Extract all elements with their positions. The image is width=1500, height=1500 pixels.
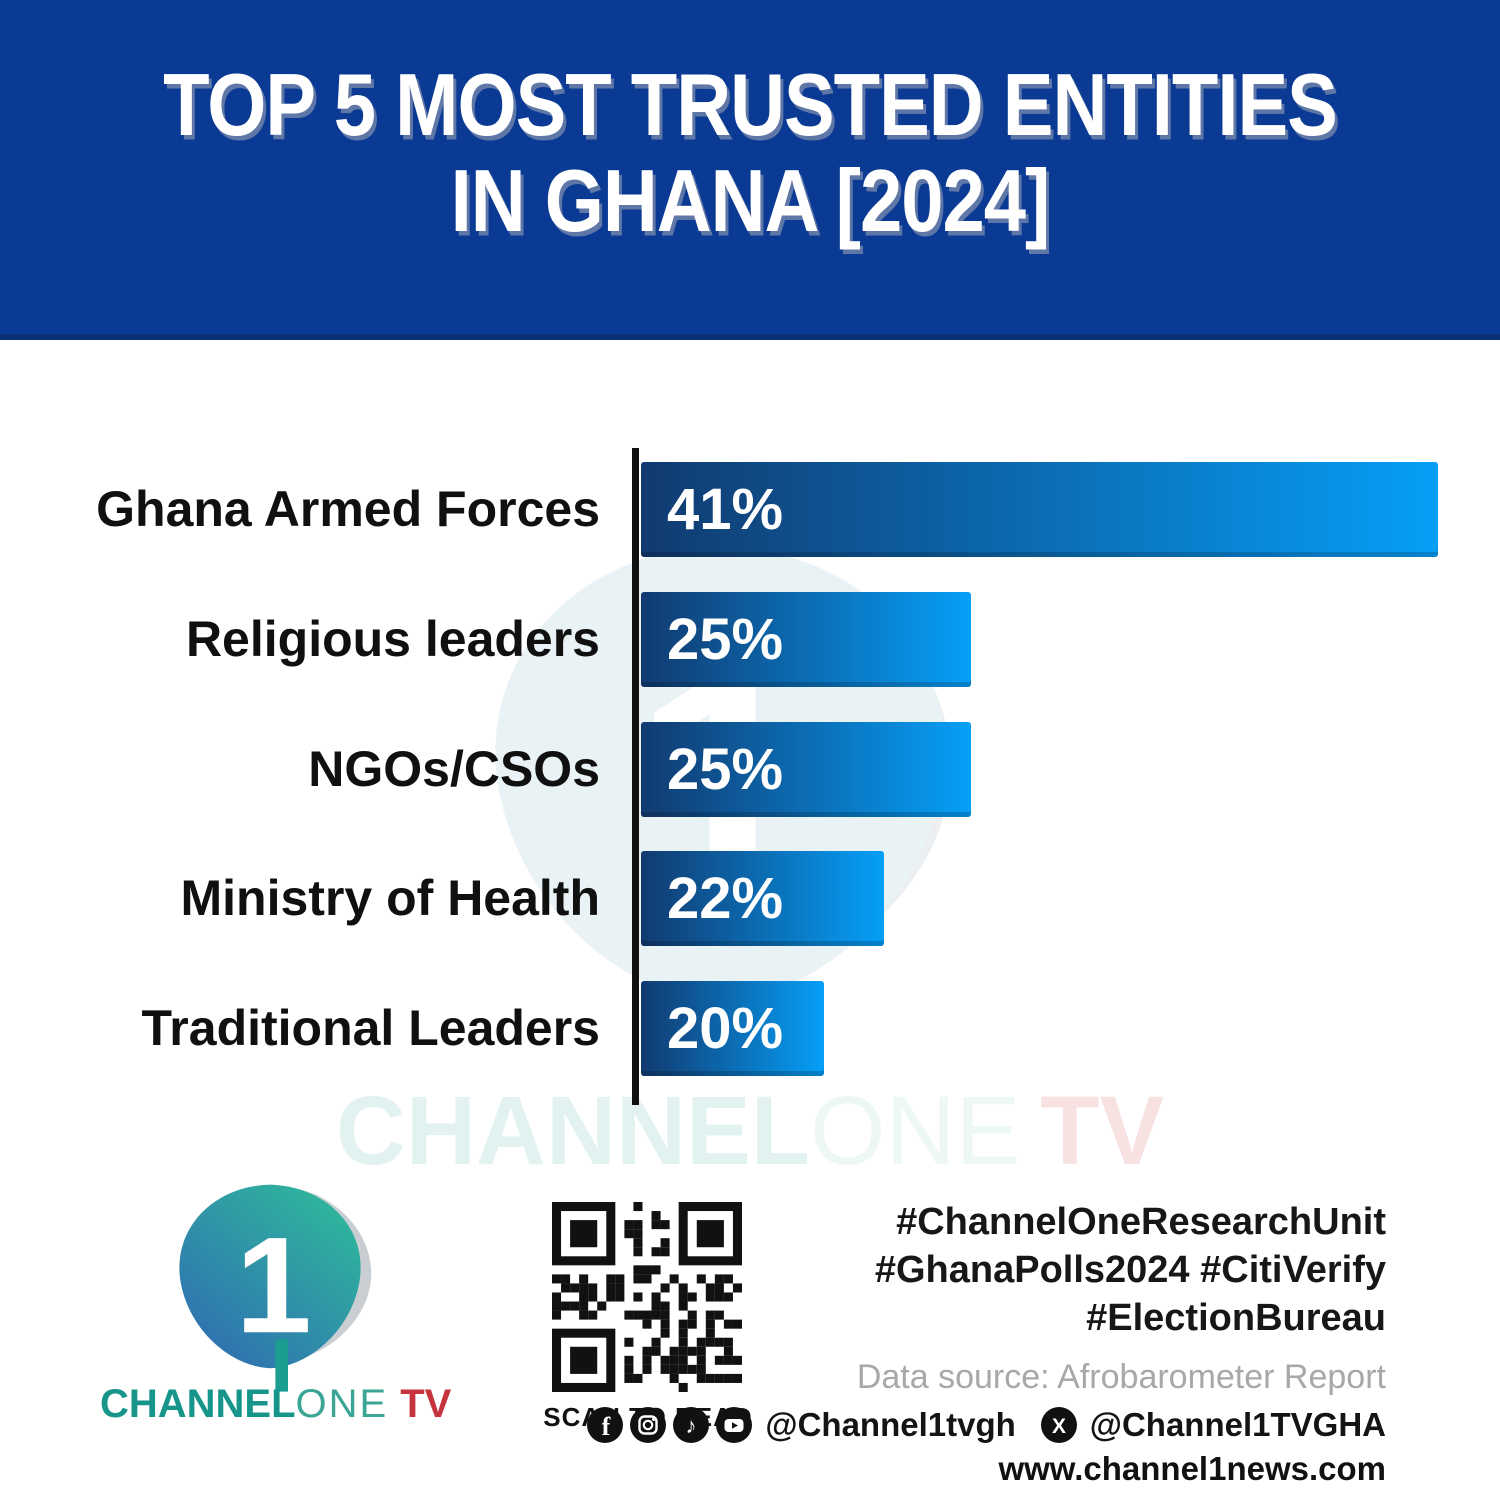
svg-text:♪: ♪ (686, 1413, 697, 1438)
social-handle-2: @Channel1TVGHA (1089, 1406, 1386, 1443)
wordmark-tv: TV (400, 1382, 452, 1426)
logo-numeral-stem (275, 1339, 288, 1392)
chart-row-ghana-armed-forces: Ghana Armed Forces 41% (0, 462, 1500, 557)
website-url: www.channel1news.com (998, 1450, 1386, 1487)
chart-row-ministry-of-health: Ministry of Health 22% (0, 851, 1500, 946)
bar-religious-leaders: 25% (641, 592, 971, 687)
hashtag-line-3: #ElectionBureau (1086, 1297, 1386, 1339)
header-banner: TOP 5 MOST TRUSTED ENTITIES IN GHANA [20… (0, 0, 1500, 340)
title-line-2: IN GHANA [2024] (450, 152, 1051, 251)
svg-text:X: X (1052, 1415, 1066, 1438)
channel-one-text-watermark: CHANNELONE TV (250, 1082, 1250, 1179)
watermark-channel: CHANNEL (335, 1076, 811, 1185)
category-label: Traditional Leaders (141, 1000, 600, 1056)
tiktok-icon: ♪ (673, 1407, 710, 1443)
footer-right-block: #ChannelOneResearchUnit #GhanaPolls2024 … (587, 1198, 1386, 1488)
svg-text:f: f (602, 1412, 611, 1441)
x-icon: X (1040, 1407, 1077, 1443)
data-source-note: Data source: Afrobarometer Report (856, 1358, 1386, 1396)
hashtag-line-1: #ChannelOneResearchUnit (896, 1201, 1386, 1243)
facebook-icon: f (587, 1407, 624, 1443)
qr-code (552, 1202, 742, 1392)
title-line-1: TOP 5 MOST TRUSTED ENTITIES (163, 56, 1338, 155)
bar-traditional-leaders: 20% (641, 981, 824, 1076)
value-label: 41% (667, 477, 784, 542)
bar-ghana-armed-forces: 41% (641, 462, 1438, 557)
channel-one-wordmark: CHANNELONE TV (100, 1382, 451, 1426)
channel-one-logo: 1 (179, 1184, 372, 1392)
logo-teal-blob (179, 1184, 361, 1369)
watermark-one: ONE (810, 1076, 1021, 1185)
wordmark-channel: CHANNEL (100, 1382, 296, 1426)
value-label: 25% (667, 737, 784, 802)
wordmark-one: ONE (295, 1382, 389, 1426)
social-row: f ♪ @Channel1tvgh X @Channel (587, 1406, 1386, 1444)
chart-axis-line (632, 448, 639, 1105)
value-label: 25% (667, 607, 784, 672)
value-label: 20% (667, 996, 784, 1061)
hashtag-line-2: #GhanaPolls2024 #CitiVerify (874, 1249, 1386, 1291)
chart-row-traditional-leaders: Traditional Leaders 20% (0, 981, 1500, 1076)
category-label: Religious leaders (185, 611, 600, 667)
instagram-icon (630, 1407, 667, 1443)
value-label: 22% (667, 866, 784, 931)
watermark-tv: TV (1040, 1076, 1165, 1185)
logo-numeral-1: 1 (236, 1208, 312, 1361)
category-label: Ghana Armed Forces (96, 481, 600, 537)
bar-ngos-csos: 25% (641, 722, 971, 817)
page-title: TOP 5 MOST TRUSTED ENTITIES IN GHANA [20… (0, 0, 1500, 251)
chart-row-religious-leaders: Religious leaders 25% (0, 592, 1500, 687)
bar-ministry-of-health: 22% (641, 851, 884, 946)
youtube-icon (716, 1407, 753, 1443)
chart-row-ngos-csos: NGOs/CSOs 25% (0, 722, 1500, 817)
category-label: Ministry of Health (180, 870, 600, 926)
social-handle-1: @Channel1tvgh (765, 1406, 1016, 1443)
category-label: NGOs/CSOs (308, 741, 600, 797)
